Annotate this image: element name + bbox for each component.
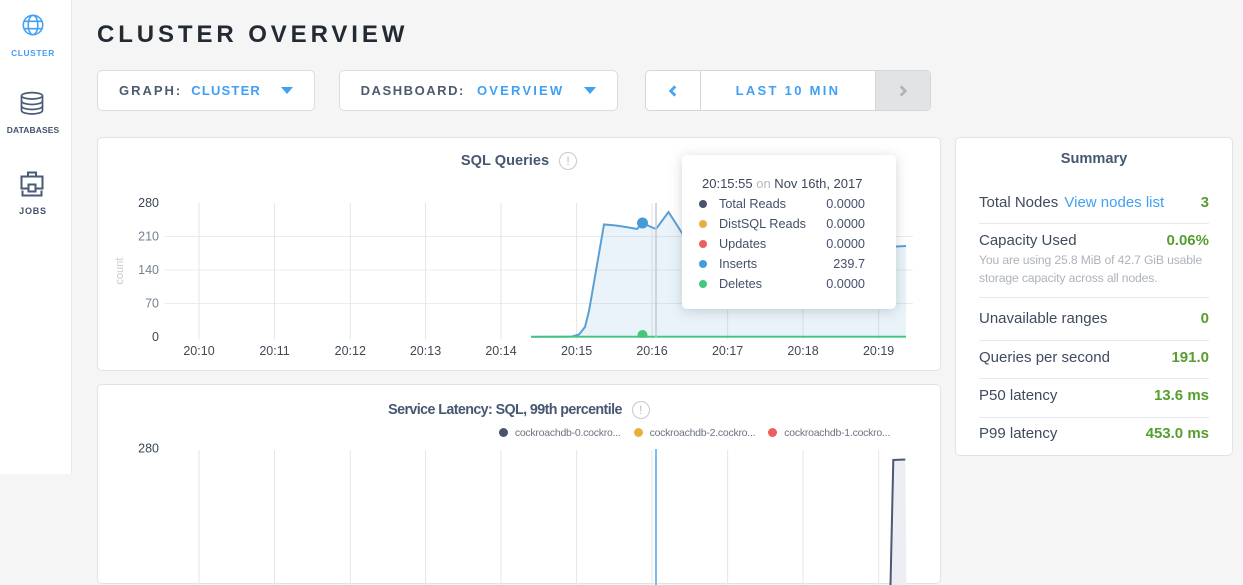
- svg-text:20:18: 20:18: [787, 344, 818, 358]
- svg-text:20:10: 20:10: [183, 344, 214, 358]
- svg-text:20:12: 20:12: [335, 344, 366, 358]
- svg-text:0: 0: [152, 330, 159, 344]
- svg-text:20:15: 20:15: [561, 344, 592, 358]
- svg-text:20:14: 20:14: [485, 344, 516, 358]
- svg-text:20:17: 20:17: [712, 344, 743, 358]
- svg-text:20:19: 20:19: [863, 344, 894, 358]
- svg-text:20:11: 20:11: [259, 344, 289, 358]
- svg-text:280: 280: [138, 442, 159, 456]
- svg-text:count: count: [114, 258, 126, 285]
- svg-text:140: 140: [138, 263, 159, 277]
- svg-text:20:13: 20:13: [410, 344, 441, 358]
- svg-text:70: 70: [145, 297, 159, 311]
- svg-text:280: 280: [138, 196, 159, 210]
- svg-text:210: 210: [138, 230, 159, 244]
- svg-text:20:16: 20:16: [636, 344, 667, 358]
